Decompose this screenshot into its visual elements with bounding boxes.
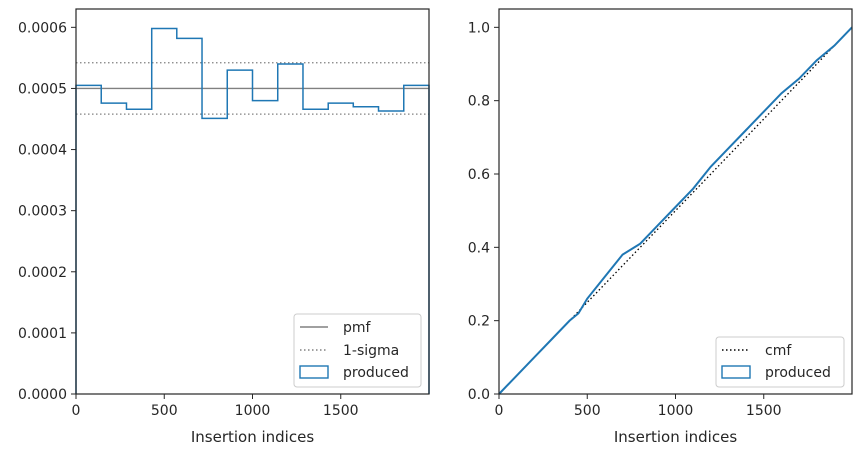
left-x-axis: 0 500 1000 1500: [72, 394, 359, 419]
left-y-axis: 0.0000 0.0001 0.0002 0.0003 0.0004 0.0005 0.00…: [18, 20, 76, 403]
right-y-tick-label: 0.2: [468, 314, 490, 330]
right-y-axis: 0.0 0.2 0.4 0.6 0.8 1.0: [468, 20, 499, 403]
left-legend: pmf 1-sigma produced: [293, 313, 422, 388]
right-plot-area: [498, 26, 853, 395]
left-y-tick-label: 0.0001: [18, 326, 67, 342]
legend-label-produced-right: produced: [765, 365, 831, 381]
left-y-tick-label: 0.0006: [18, 20, 67, 36]
right-x-tick-label: 1500: [746, 403, 782, 419]
right-chart: 0 500 1000 1500 0.0 0.2 0.4 0.6 0.8 1.0 Insertio…: [468, 8, 853, 446]
right-x-tick-label: 500: [574, 403, 601, 419]
legend-swatch-produced-right: [721, 365, 751, 379]
right-y-tick-label: 0.8: [468, 94, 490, 110]
left-x-tick-label: 1500: [323, 403, 359, 419]
right-y-tick-label: 0.0: [468, 387, 490, 403]
left-chart: 0 500 1000 1500 0.00000.00010.00020.00030.0…: [18, 8, 430, 446]
left-y-tick-label: 0.0005: [18, 81, 67, 97]
legend-label-cmf: cmf: [765, 343, 792, 359]
right-legend: cmf produced: [715, 336, 845, 388]
right-series-produced: [498, 26, 853, 395]
left-legend-box: [293, 313, 422, 388]
right-y-tick-label: 0.4: [468, 240, 490, 256]
left-x-tick-label: 0: [72, 403, 81, 419]
right-y-tick-label: 1.0: [468, 20, 490, 36]
left-y-tick-label: 0.0003: [18, 204, 67, 220]
left-x-tick-label: 1000: [235, 403, 271, 419]
left-y-tick-label: 0.0000: [18, 387, 67, 403]
left-x-axis-label: Insertion indices: [191, 428, 314, 446]
left-x-tick-label: 500: [151, 403, 178, 419]
right-x-tick-label: 1000: [658, 403, 694, 419]
legend-label-produced-left: produced: [343, 365, 409, 381]
left-y-tick-label: 0.0002: [18, 265, 67, 281]
right-x-tick-label: 0: [495, 403, 504, 419]
legend-label-pmf: pmf: [343, 320, 372, 336]
left-y-tick-label: 0.0004: [18, 143, 67, 159]
right-x-axis-label: Insertion indices: [614, 428, 737, 446]
legend-swatch-produced-left: [299, 365, 329, 379]
right-plot-frame: [498, 8, 853, 395]
right-y-tick-label: 0.6: [468, 167, 490, 183]
right-x-axis: 0 500 1000 1500: [495, 394, 782, 419]
left-plot-area: [75, 27, 430, 394]
right-legend-box: [715, 336, 845, 388]
left-series-produced: [75, 27, 430, 394]
legend-label-1-sigma: 1-sigma: [343, 343, 399, 359]
